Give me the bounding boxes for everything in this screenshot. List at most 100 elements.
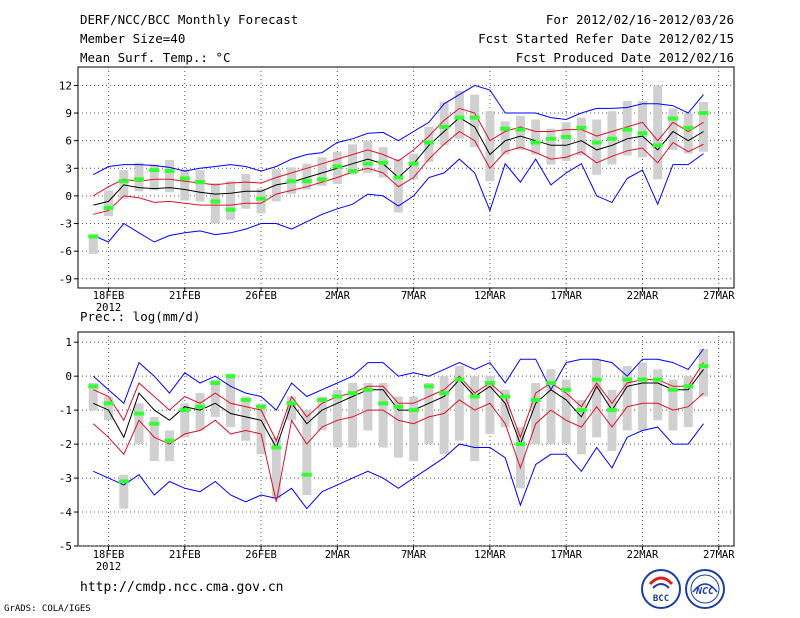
temp-spread-box — [454, 90, 464, 139]
prec-x-tick-label: 17MAR — [550, 549, 582, 561]
prec-x-tick-label: 12MAR — [474, 549, 506, 561]
prec-obs-marker — [652, 377, 663, 382]
prec-spread-box — [653, 369, 663, 421]
prec-obs-marker — [393, 404, 404, 409]
temp-spread-box — [195, 170, 205, 202]
prec-spread-box — [637, 362, 647, 431]
prec-obs-marker — [423, 384, 434, 389]
prec-spread-box — [561, 379, 571, 445]
temp-y-tick-label: 12 — [59, 79, 72, 92]
prec-y-tick-label: -2 — [59, 438, 72, 451]
temp-spread-box — [698, 101, 708, 152]
header-start-date: Fcst Started Refer Date 2012/02/15 — [478, 31, 734, 46]
prec-spread-box — [622, 365, 632, 431]
prec-spread-box — [363, 382, 373, 431]
prec-obs-marker — [362, 387, 373, 392]
temp-spread-box — [439, 101, 449, 146]
prec-spread-box — [500, 389, 510, 428]
prec-spread-box — [287, 396, 297, 421]
temp-obs-marker — [576, 125, 587, 130]
prec-obs-marker — [347, 391, 358, 396]
prec-obs-marker — [500, 394, 511, 399]
prec-obs-marker — [637, 377, 648, 382]
temp-obs-marker — [454, 115, 465, 120]
temp-spread-box — [637, 101, 647, 158]
temp-x-tick-label: 2MAR — [325, 290, 351, 302]
prec-spread-box — [454, 365, 464, 441]
temp-obs-marker — [362, 161, 373, 166]
temp-y-tick-label: 0 — [65, 190, 72, 203]
temp-spread-box — [180, 169, 190, 201]
prec-y-tick-label: -5 — [59, 540, 72, 553]
temp-obs-marker — [103, 205, 114, 210]
temp-spread-box — [256, 188, 266, 214]
prec-obs-marker — [256, 404, 267, 409]
prec-obs-marker — [317, 397, 328, 402]
prec-obs-marker — [332, 394, 343, 399]
temp-obs-marker — [149, 168, 160, 173]
temp-obs-marker — [88, 234, 99, 239]
prec-obs-marker — [698, 363, 709, 368]
temp-spread-box — [348, 144, 358, 175]
prec-chart-title: Prec.: log(mm/d) — [80, 309, 200, 324]
prec-y-tick-label: -4 — [59, 506, 73, 519]
prec-y-tick-label: 1 — [65, 336, 72, 349]
footer-url: http://cmdp.ncc.cma.gov.cn — [80, 580, 284, 595]
ncc-logo: NCC — [685, 569, 725, 609]
prec-obs-marker — [545, 380, 556, 385]
prec-y-tick-label: 0 — [65, 370, 72, 383]
prec-obs-marker — [667, 387, 678, 392]
prec-obs-marker — [118, 479, 129, 484]
prec-spread-box — [393, 396, 403, 458]
prec-spread-box — [470, 376, 480, 462]
temp-obs-marker — [164, 169, 175, 174]
temp-spread-box — [485, 111, 495, 182]
temp-x-tick-sublabel: 2012 — [96, 302, 121, 314]
temp-y-tick-label: -3 — [59, 218, 72, 231]
prec-obs-marker — [622, 377, 633, 382]
temp-obs-marker — [286, 179, 297, 184]
temp-spread-box — [546, 128, 556, 165]
prec-series-min-line — [93, 423, 704, 510]
temp-spread-box — [165, 160, 175, 193]
prec-series-mean-line — [93, 369, 704, 449]
prec-spread-box — [165, 430, 175, 462]
footer-software-credit: GrADS: COLA/IGES — [4, 604, 91, 614]
temp-obs-marker — [683, 125, 694, 130]
temp-spread-box — [149, 164, 159, 191]
prec-spread-box — [119, 474, 129, 509]
prec-obs-marker — [606, 408, 617, 413]
temp-spread-box — [226, 181, 236, 220]
prec-obs-marker — [271, 445, 282, 450]
prec-obs-marker — [210, 380, 221, 385]
prec-obs-marker — [683, 384, 694, 389]
temp-series-lower-line — [93, 130, 704, 215]
temp-spread-box — [134, 162, 144, 192]
prec-x-tick-label: 18FEB — [93, 549, 125, 561]
prec-x-tick-label: 21FEB — [169, 549, 201, 561]
temp-spread-box — [576, 117, 586, 156]
prec-spread-box — [348, 382, 358, 448]
temp-obs-marker — [195, 180, 206, 185]
temp-y-tick-label: 6 — [65, 135, 72, 148]
prec-obs-marker — [378, 401, 389, 406]
prec-spread-box — [134, 403, 144, 445]
prec-obs-marker — [286, 401, 297, 406]
temp-y-tick-label: 3 — [65, 162, 72, 175]
prec-spread-box — [88, 382, 98, 411]
prec-obs-marker — [408, 408, 419, 413]
prec-obs-marker — [179, 408, 190, 413]
prec-obs-marker — [469, 394, 480, 399]
temp-spread-box — [668, 108, 678, 150]
prec-spread-box — [698, 348, 708, 397]
temp-obs-marker — [545, 136, 556, 141]
prec-spread-box — [409, 396, 419, 462]
prec-obs-marker — [484, 380, 495, 385]
bcc-logo-text: BCC — [653, 594, 669, 604]
temp-spread-box — [302, 163, 312, 190]
prec-x-tick-label: 26FEB — [245, 549, 277, 561]
temp-y-tick-label: 9 — [65, 107, 72, 120]
temp-y-tick-label: -9 — [59, 273, 72, 286]
prec-spread-box — [241, 396, 251, 441]
